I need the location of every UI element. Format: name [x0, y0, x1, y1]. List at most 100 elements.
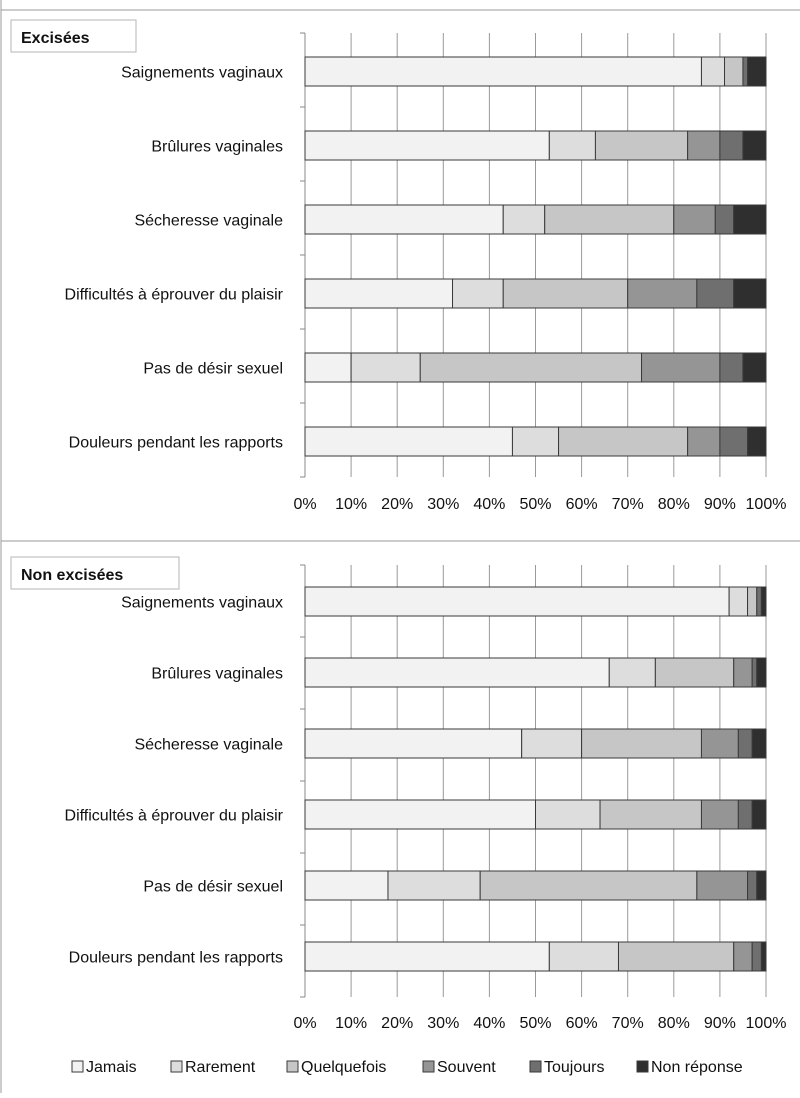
non-excisees-bar-segment	[535, 799, 601, 830]
non-excisees-category-label: Brûlures vaginales	[151, 666, 283, 683]
excisees-x-tick-label: 80%	[658, 496, 690, 513]
excisees-bar-segment	[544, 204, 675, 235]
excisees-title-box	[10, 19, 137, 53]
non-excisees-bar-segment	[733, 941, 753, 972]
excisees-category-label: Douleurs pendant les rapports	[69, 435, 283, 452]
excisees-bar-segment	[548, 130, 596, 161]
excisees-bar-segment	[452, 278, 504, 309]
excisees-bar-segment	[594, 130, 689, 161]
excisees-x-tick-label: 10%	[335, 496, 367, 513]
excisees-x-tick-label: 20%	[381, 496, 413, 513]
excisees-x-tick-label: 40%	[473, 496, 505, 513]
legend-swatch	[636, 1060, 649, 1073]
excisees-bar-segment	[558, 426, 689, 457]
non-excisees-title: Non excisées	[21, 567, 123, 584]
excisees-bar-segment	[714, 204, 735, 235]
excisees-category-label: Pas de désir sexuel	[143, 361, 283, 378]
excisees-bar-segment	[719, 130, 744, 161]
excisees-x-tick-label: 30%	[427, 496, 459, 513]
excisees-bar-segment	[733, 278, 767, 309]
excisees-title: Excisées	[21, 30, 90, 47]
non-excisees-bar-segment	[747, 586, 758, 617]
non-excisees-x-tick-label: 70%	[612, 1015, 644, 1032]
non-excisees-bar-segment	[387, 870, 481, 901]
non-excisees-bar-segment	[304, 586, 730, 617]
excisees-bar-segment	[419, 352, 643, 383]
legend-label: Toujours	[544, 1059, 604, 1076]
non-excisees-category-label: Pas de désir sexuel	[143, 879, 283, 896]
excisees-bar-segment	[687, 130, 721, 161]
non-excisees-category-label: Sécheresse vaginale	[134, 737, 283, 754]
non-excisees-x-tick-label: 0%	[293, 1015, 316, 1032]
excisees-bar-segment	[687, 426, 721, 457]
excisees-bar-segment	[511, 426, 560, 457]
excisees-bar-segment	[673, 204, 716, 235]
excisees-bar-segment	[641, 352, 721, 383]
excisees-bar-segment	[719, 352, 744, 383]
excisees-bar-segment	[724, 56, 744, 87]
non-excisees-bar-segment	[751, 657, 758, 688]
non-excisees-x-tick-label: 20%	[381, 1015, 413, 1032]
legend-swatch	[529, 1060, 542, 1073]
non-excisees-bar-segment	[479, 870, 698, 901]
non-excisees-bar-segment	[304, 870, 389, 901]
excisees-x-tick-label: 60%	[566, 496, 598, 513]
non-excisees-bar-segment	[737, 799, 753, 830]
non-excisees-x-tick-label: 50%	[519, 1015, 551, 1032]
excisees-x-tick-label: 100%	[746, 496, 787, 513]
non-excisees-x-tick-label: 30%	[427, 1015, 459, 1032]
non-excisees-x-tick-label: 90%	[704, 1015, 736, 1032]
non-excisees-bar-segment	[696, 870, 749, 901]
non-excisees-bar-segment	[581, 728, 702, 759]
non-excisees-bar-segment	[608, 657, 656, 688]
excisees-bar-segment	[742, 130, 767, 161]
excisees-category-label: Saignements vaginaux	[121, 65, 283, 82]
excisees-bar-segment	[747, 426, 767, 457]
non-excisees-bar-segment	[304, 941, 550, 972]
non-excisees-category-label: Douleurs pendant les rapports	[69, 950, 283, 967]
excisees-category-label: Sécheresse vaginale	[134, 213, 283, 230]
non-excisees-bar-segment	[760, 941, 767, 972]
excisees-x-tick-label: 50%	[519, 496, 551, 513]
excisees-category-label: Brûlures vaginales	[151, 139, 283, 156]
excisees-bar-segment	[696, 278, 735, 309]
legend-label: Souvent	[437, 1059, 496, 1076]
excisees-bar-segment	[304, 278, 454, 309]
non-excisees-bar-segment	[737, 728, 753, 759]
legend-label: Non réponse	[651, 1059, 743, 1076]
non-excisees-bar-segment	[617, 941, 735, 972]
non-excisees-bar-segment	[304, 728, 523, 759]
excisees-x-tick-label: 70%	[612, 496, 644, 513]
non-excisees-bar-segment	[747, 870, 758, 901]
excisees-bar-segment	[627, 278, 698, 309]
excisees-bar-segment	[304, 426, 513, 457]
excisees-bar-segment	[733, 204, 767, 235]
non-excisees-bar-segment	[304, 799, 536, 830]
excisees-bar-segment	[304, 204, 504, 235]
legend-label: Jamais	[86, 1059, 137, 1076]
non-excisees-bar-segment	[728, 586, 749, 617]
legend-swatch	[71, 1060, 84, 1073]
non-excisees-bar-segment	[760, 586, 767, 617]
excisees-bar-segment	[502, 204, 546, 235]
legend-swatch	[286, 1060, 299, 1073]
excisees-x-tick-label: 0%	[293, 496, 316, 513]
excisees-bar-segment	[502, 278, 629, 309]
non-excisees-bar-segment	[654, 657, 735, 688]
non-excisees-bar-segment	[700, 799, 739, 830]
legend-swatch	[170, 1060, 183, 1073]
non-excisees-bar-segment	[521, 728, 583, 759]
non-excisees-bar-segment	[756, 870, 767, 901]
non-excisees-category-label: Saignements vaginaux	[121, 595, 283, 612]
non-excisees-bar-segment	[599, 799, 702, 830]
excisees-bar-segment	[719, 426, 749, 457]
excisees-bar-segment	[350, 352, 421, 383]
non-excisees-bar-segment	[700, 728, 739, 759]
excisees-bar-segment	[700, 56, 726, 87]
excisees-bar-segment	[747, 56, 767, 87]
non-excisees-bar-segment	[304, 657, 610, 688]
excisees-bar-segment	[742, 352, 767, 383]
excisees-bar-segment	[304, 352, 352, 383]
